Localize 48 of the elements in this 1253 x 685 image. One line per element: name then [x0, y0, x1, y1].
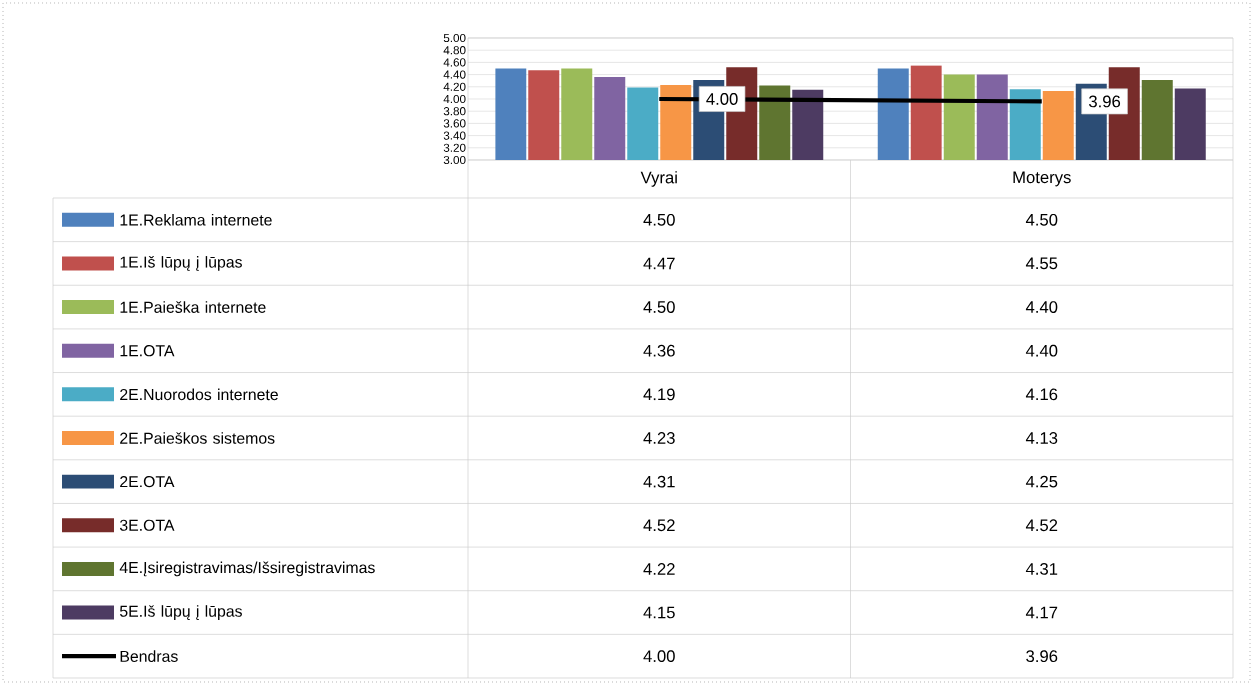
data-label: 4.31 — [1025, 563, 1058, 575]
data-label: 4.40 — [1025, 301, 1058, 313]
data-label: 3.96 — [1026, 650, 1058, 663]
y-tick-label: 3.20 — [443, 143, 466, 152]
data-label: 4.23 — [643, 432, 675, 444]
data-label: 4.50 — [643, 213, 675, 226]
legend-label: 3E.OTA — [119, 519, 175, 531]
data-label: 4.16 — [1025, 388, 1058, 401]
legend-label: 2E.Paieškos sistemos — [120, 432, 275, 444]
y-tick-label: 4.20 — [443, 82, 466, 91]
legend-label: 5E.Iš lūpų į lūpas — [119, 605, 242, 620]
text: 4.00 — [706, 93, 738, 105]
data-label: 4.52 — [1025, 519, 1058, 532]
legend-label: 1E.Paieška internete — [120, 301, 266, 313]
data-label: 4.50 — [1025, 213, 1058, 226]
y-tick-label: 4.80 — [443, 46, 466, 55]
data-label: 4.25 — [1025, 475, 1058, 488]
legend-label: 1E.Iš lūpų į lūpas — [120, 256, 242, 271]
data-label: 4.17 — [1025, 606, 1058, 619]
legend-label: 1E.OTA — [120, 345, 175, 357]
legend-label: 1E.Reklama internete — [120, 213, 272, 226]
legend-label: 2E.OTA — [120, 476, 175, 488]
data-label: 4.22 — [643, 563, 675, 575]
y-tick-label: 3.60 — [443, 119, 466, 128]
x-tick-label: Moterys — [1013, 171, 1071, 187]
y-tick-label: 3.80 — [443, 107, 466, 116]
data-label: 4.47 — [643, 257, 675, 270]
data-label: 4.36 — [643, 344, 675, 357]
data-label: 4.52 — [643, 519, 675, 532]
data-label: 4.40 — [1025, 344, 1058, 357]
y-tick-label: 3.40 — [443, 131, 466, 140]
data-label: 4.31 — [643, 475, 675, 488]
legend-label: 2E.Nuorodos internete — [120, 388, 278, 401]
y-tick-label: 4.60 — [443, 58, 466, 67]
y-tick-label: 4.00 — [443, 94, 466, 104]
y-tick-label: 3.00 — [443, 155, 466, 165]
data-label: 4.13 — [1025, 432, 1058, 444]
data-label: 4.50 — [643, 301, 675, 313]
y-tick-label: 4.40 — [443, 70, 466, 79]
data-label: 4.19 — [643, 388, 675, 401]
text: 3.96 — [1088, 95, 1121, 108]
data-label: 4.00 — [643, 650, 675, 663]
legend-label: 4E.Įsiregistravimas/Išsiregistravimas — [119, 561, 375, 577]
y-tick-label: 5.00 — [443, 33, 466, 43]
data-label: 4.55 — [1025, 257, 1058, 270]
legend-label: Bendras — [120, 650, 178, 662]
x-tick-label: Vyrai — [640, 171, 677, 187]
data-label: 4.15 — [643, 606, 675, 619]
